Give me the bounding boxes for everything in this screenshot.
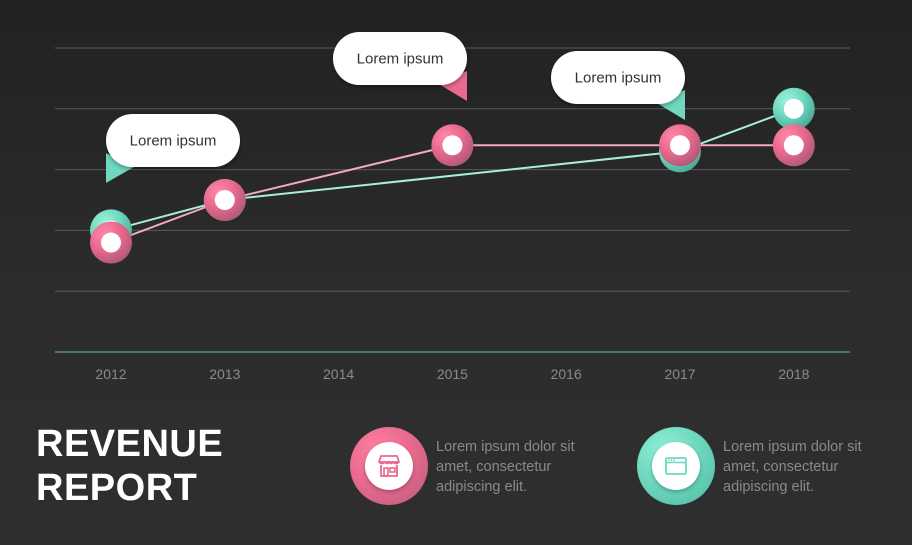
- callout-text: Lorem ipsum: [575, 70, 662, 87]
- store-icon: [378, 455, 400, 477]
- data-point-core: [670, 135, 690, 156]
- x-tick-label: 2017: [664, 366, 695, 382]
- callout-bubble: Lorem ipsum: [106, 114, 240, 183]
- x-tick-label: 2012: [95, 366, 126, 382]
- callout-pointer: [437, 71, 467, 101]
- title-line-1: REVENUE: [36, 423, 224, 465]
- callout-annotations: Lorem ipsum Lorem ipsum Lorem ipsum: [106, 32, 685, 183]
- data-point: [203, 179, 246, 221]
- callout-bubble: Lorem ipsum: [551, 51, 685, 120]
- legend-badge-teal: [637, 427, 715, 505]
- data-point-core: [214, 190, 235, 210]
- callout-text: Lorem ipsum: [357, 51, 444, 68]
- callout-box: [106, 114, 240, 167]
- callout-box: [333, 32, 467, 85]
- data-point-core: [101, 232, 121, 253]
- data-point: [659, 124, 701, 167]
- legend-text-teal: Lorem ipsum dolor sit amet, consectetur …: [723, 439, 862, 495]
- page-title: REVENUE REPORT: [36, 422, 223, 510]
- callout-bubble: Lorem ipsum: [333, 32, 467, 101]
- data-point: [90, 221, 132, 264]
- data-point: [772, 87, 815, 130]
- legend-text-pink: Lorem ipsum dolor sit amet, consectetur …: [436, 439, 575, 495]
- series-markers: [90, 87, 815, 264]
- data-point-core: [442, 135, 463, 156]
- title-line-2: REPORT: [36, 467, 198, 509]
- callout-pointer: [106, 153, 134, 183]
- callout-text: Lorem ipsum: [130, 133, 217, 150]
- revenue-line-chart: 2012 2013 2014 2015 2016 2017 2018 Lorem ipsum…: [55, 32, 850, 382]
- x-tick-label: 2014: [323, 366, 354, 382]
- data-point: [772, 124, 815, 167]
- legend-item-pink: Lorem ipsum dolor sit amet, consectetur …: [350, 427, 596, 505]
- legend-item-teal: Lorem ipsum dolor sit amet, consectetur …: [637, 427, 883, 505]
- grid-lines: [55, 47, 850, 353]
- x-tick-label: 2015: [437, 366, 468, 382]
- callout-pointer: [655, 90, 685, 120]
- x-tick-label: 2016: [551, 366, 582, 382]
- series-line: [110, 107, 795, 232]
- x-axis-ticks: 2012 2013 2014 2015 2016 2017 2018: [95, 366, 809, 382]
- browser-window-icon: [665, 457, 687, 475]
- x-tick-label: 2013: [209, 366, 240, 382]
- callout-box: [551, 51, 685, 104]
- data-point-core: [783, 98, 804, 119]
- data-point: [431, 124, 474, 167]
- legend-badge-pink: [350, 427, 428, 505]
- data-point-core: [783, 135, 804, 156]
- x-tick-label: 2018: [778, 366, 809, 382]
